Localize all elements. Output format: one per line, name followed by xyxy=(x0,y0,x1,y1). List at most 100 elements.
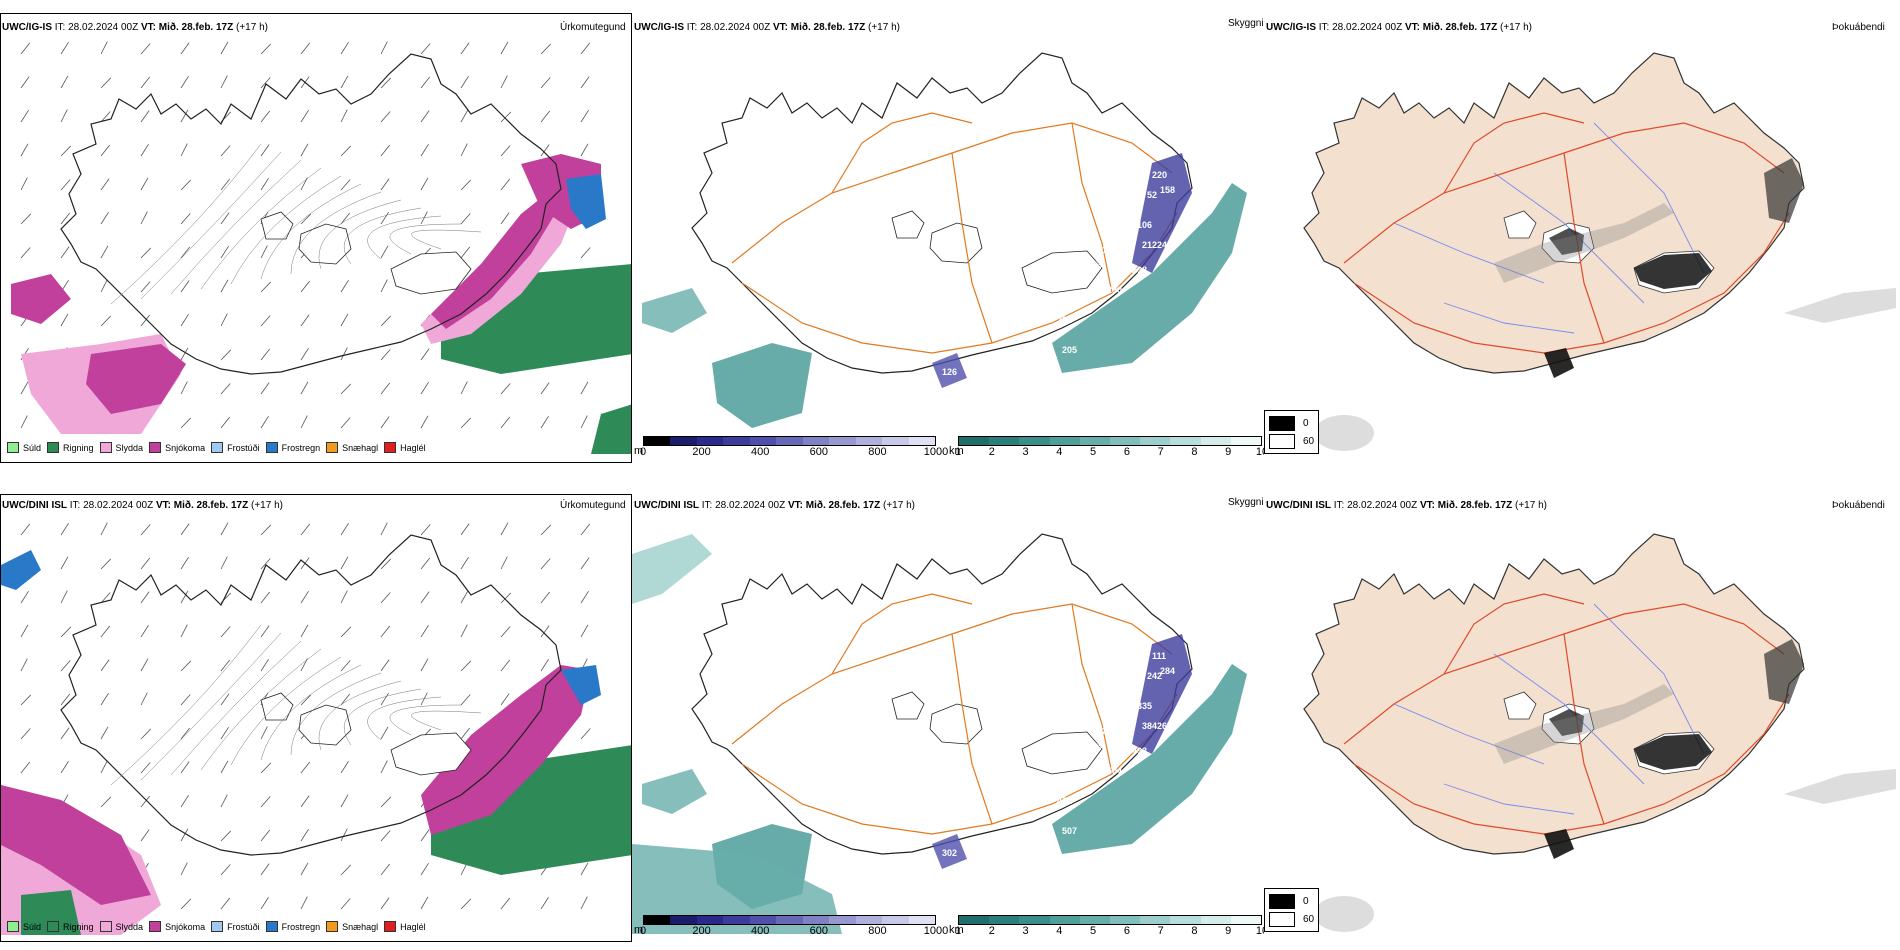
glacier-outline xyxy=(390,251,472,295)
colorbar-segment xyxy=(723,916,750,924)
visibility-value-label: 504 xyxy=(1107,766,1122,776)
wind-barb xyxy=(140,281,151,293)
wind-barb xyxy=(60,313,69,327)
wind-barb xyxy=(580,591,589,604)
visibility-value-label: 472 xyxy=(1057,796,1072,806)
colorbar-segment xyxy=(802,437,830,445)
wind-barb xyxy=(500,659,511,672)
wind-barb xyxy=(300,624,309,638)
wind-barb xyxy=(60,212,71,225)
freezing-rain-area xyxy=(561,665,601,705)
wind-barb xyxy=(460,246,471,259)
wind-barb xyxy=(260,897,269,910)
low-visibility-sea xyxy=(1052,664,1247,854)
fog-legend-row: 0 xyxy=(1269,414,1314,432)
wind-barb xyxy=(60,626,72,638)
colorbar-tick-label: 9 xyxy=(1225,446,1232,458)
fog-legend-label: 60 xyxy=(1303,913,1315,925)
wind-barb xyxy=(500,897,511,910)
colorbar-segment xyxy=(749,437,777,445)
fog-core-vatnajokull xyxy=(1634,734,1712,770)
wind-barb xyxy=(420,829,430,842)
wind-barb xyxy=(500,212,510,225)
wind-barb xyxy=(460,179,472,191)
wind-barb xyxy=(300,415,308,429)
wind-barb xyxy=(100,592,111,604)
visibility-value-label: 183 xyxy=(1072,280,1087,290)
visibility-value-label: 384 xyxy=(1142,721,1157,731)
wind-barb xyxy=(260,416,269,429)
colorbar-tick-label: 7 xyxy=(1157,446,1164,458)
wind-barb xyxy=(100,659,110,672)
rain-area xyxy=(431,745,631,875)
wind-barb xyxy=(460,109,469,123)
snow-area-sw xyxy=(86,344,186,414)
wind-barb xyxy=(20,213,32,225)
wind-barb xyxy=(340,75,349,89)
wind-barb xyxy=(20,247,31,259)
legend-swatch xyxy=(149,921,162,932)
wind-barb xyxy=(100,558,112,570)
fog-core-langjokull xyxy=(1549,709,1584,736)
wind-barb xyxy=(340,794,349,808)
wind-barb xyxy=(500,383,511,395)
legend-label: Slydda xyxy=(115,921,144,932)
glacier-outline xyxy=(929,222,983,264)
field-name-fog-top: Þokuábendi xyxy=(1832,22,1885,33)
wind-barb xyxy=(580,247,591,259)
wind-barb xyxy=(300,381,309,395)
wind-barb xyxy=(300,795,310,808)
road xyxy=(831,112,973,194)
colorbar-segment xyxy=(1019,437,1050,445)
coastline xyxy=(1303,52,1805,374)
wind-barb xyxy=(60,761,69,774)
wind-barb xyxy=(380,349,391,361)
wind-barb xyxy=(540,897,549,910)
visibility-value-label: 136 xyxy=(1102,245,1117,255)
wind-barb xyxy=(300,348,309,361)
river xyxy=(1593,122,1705,274)
wind-barb xyxy=(340,383,352,395)
colorbar-segment xyxy=(829,916,856,924)
fog-map-top xyxy=(1303,52,1896,451)
wind-barb xyxy=(140,762,151,774)
wind-barb xyxy=(220,313,228,327)
wind-barb xyxy=(420,144,429,157)
colorbar-unit: km xyxy=(949,924,964,936)
terrain-line xyxy=(389,704,462,736)
colorbar-tick-label: 0 xyxy=(639,925,647,937)
colorbar-segment xyxy=(670,437,697,445)
low-cloud-base-south xyxy=(932,834,967,869)
header-fog-bottom: UWC/DINI ISL IT: 28.02.2024 00Z VT: Mið.… xyxy=(1266,500,1547,511)
fog-legend-bottom: 0 60 xyxy=(1264,888,1320,932)
wind-barb xyxy=(540,144,550,157)
glacier-outline xyxy=(298,704,352,746)
wind-barb xyxy=(500,693,510,706)
wind-barb xyxy=(540,43,552,55)
wind-barb xyxy=(380,144,391,157)
wind-barb xyxy=(540,524,552,536)
wind-barb xyxy=(380,592,391,604)
wind-barb xyxy=(460,523,470,536)
terrain-line xyxy=(411,710,482,731)
wind-barb xyxy=(580,76,590,89)
colorbar-tick-label: 6 xyxy=(1123,446,1130,458)
wind-barb xyxy=(180,246,191,259)
visibility-value-label: 52 xyxy=(1147,190,1157,200)
wind-barb xyxy=(180,213,191,225)
colorbar-segment xyxy=(1049,437,1080,445)
visibility-value-label: 242 xyxy=(1147,671,1162,681)
wind-barb xyxy=(300,213,312,225)
visibility-value-label: 220 xyxy=(1152,170,1167,180)
fog-haze-band xyxy=(1494,684,1674,764)
wind-barb xyxy=(540,382,550,395)
glacier-outline xyxy=(891,691,925,720)
wind-barb xyxy=(220,794,228,808)
legend-label: Snæhagl xyxy=(342,442,379,453)
coastline xyxy=(60,53,562,375)
wind-barb xyxy=(260,762,272,774)
visibility-value-label: 153 xyxy=(1087,260,1102,270)
road xyxy=(1563,633,1605,825)
low-cloud-base-south xyxy=(932,353,967,388)
